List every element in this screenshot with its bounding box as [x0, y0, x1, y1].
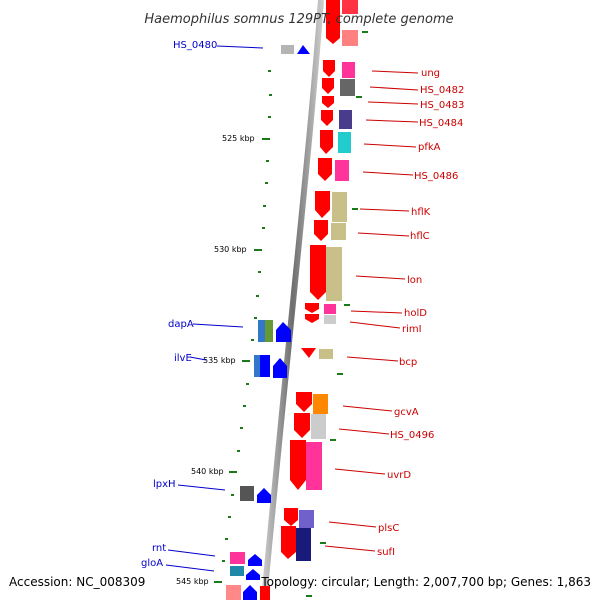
gene-arrow[interactable]	[320, 130, 333, 154]
gene-arrow[interactable]	[305, 314, 319, 323]
gene-feature[interactable]	[311, 414, 326, 439]
gene-feature[interactable]	[254, 355, 260, 377]
gene-feature[interactable]	[240, 486, 254, 501]
gene-label-ilvE[interactable]: ilvE	[174, 353, 192, 364]
gene-arrow[interactable]	[318, 158, 332, 181]
gene-feature[interactable]	[326, 247, 342, 301]
gene-label-HS_0482[interactable]: HS_0482	[420, 85, 464, 96]
gene-label-HS_0486[interactable]: HS_0486	[414, 171, 458, 182]
gene-arrow[interactable]	[314, 220, 328, 241]
gene-label-bcp[interactable]: bcp	[399, 357, 417, 368]
gene-arrow[interactable]	[281, 45, 294, 54]
gene-feature[interactable]	[260, 586, 270, 600]
gene-feature[interactable]	[258, 320, 265, 342]
gene-arrow[interactable]	[273, 358, 287, 378]
gene-arrow[interactable]	[321, 110, 333, 126]
gene-feature[interactable]	[331, 223, 346, 240]
gene-feature[interactable]	[260, 355, 270, 377]
gene-arrow[interactable]	[315, 191, 330, 218]
gene-arrow[interactable]	[248, 554, 262, 566]
accession-text: Accession: NC_008309	[9, 575, 145, 589]
genome-backbone	[261, 0, 324, 600]
gene-arrow[interactable]	[322, 96, 334, 108]
map-title: Haemophilus somnus 129PT, complete genom…	[144, 12, 453, 27]
gene-feature[interactable]	[226, 585, 241, 600]
gene-label-lon[interactable]: lon	[407, 275, 422, 286]
gene-label-gloA[interactable]: gloA	[141, 558, 163, 569]
gene-arrow[interactable]	[326, 16, 340, 44]
gene-feature[interactable]	[265, 320, 273, 342]
gene-feature[interactable]	[319, 349, 333, 359]
gene-arrow[interactable]	[290, 440, 306, 490]
gene-arrow[interactable]	[284, 508, 298, 526]
gene-arrow[interactable]	[297, 45, 310, 54]
gene-feature[interactable]	[332, 192, 347, 222]
gene-label-rimI[interactable]: rimI	[402, 324, 422, 335]
gene-feature[interactable]	[324, 304, 336, 314]
gene-feature[interactable]	[313, 394, 328, 414]
gene-arrow[interactable]	[322, 78, 334, 94]
gene-arrow[interactable]	[243, 585, 257, 600]
gene-label-hflK[interactable]: hflK	[411, 207, 431, 218]
ruler-ticks	[214, 31, 368, 597]
label-leaders-left	[165, 323, 244, 572]
gene-feature[interactable]	[306, 442, 322, 490]
ruler-label-525: 525 kbp	[222, 134, 255, 143]
gene-arrow[interactable]	[342, 30, 358, 46]
gene-arrow[interactable]	[326, 0, 340, 16]
ruler-label-530: 530 kbp	[214, 245, 247, 254]
ruler-label-540: 540 kbp	[191, 467, 224, 476]
gene-label-uvrD[interactable]: uvrD	[387, 470, 411, 481]
gene-arrow[interactable]	[294, 413, 310, 438]
gene-label-lpxH[interactable]: lpxH	[153, 479, 176, 490]
gene-label-holD[interactable]: holD	[404, 308, 427, 319]
gene-feature[interactable]	[335, 160, 349, 181]
ruler-label-545: 545 kbp	[176, 577, 209, 586]
label-leaders-right	[324, 70, 419, 552]
ruler-label-535: 535 kbp	[203, 356, 236, 365]
gene-label-HS_0496[interactable]: HS_0496	[390, 430, 434, 441]
gene-arrow[interactable]	[310, 245, 326, 300]
gene-label-HS_0484[interactable]: HS_0484	[419, 118, 463, 129]
gene-feature[interactable]	[342, 62, 355, 78]
gene-arrow[interactable]	[276, 322, 291, 342]
gene-arrow[interactable]	[342, 0, 358, 14]
gene-label-HS_0483[interactable]: HS_0483	[420, 100, 464, 111]
gene-feature[interactable]	[340, 79, 355, 96]
gene-feature[interactable]	[339, 110, 352, 129]
gene-label-HS_0480[interactable]: HS_0480	[173, 40, 217, 51]
gene-label-rnt[interactable]: rnt	[152, 543, 166, 554]
gene-feature[interactable]	[324, 315, 336, 324]
gene-arrow[interactable]	[305, 303, 319, 313]
gene-label-plsC[interactable]: plsC	[378, 523, 399, 534]
topology-summary: Topology: circular; Length: 2,007,700 bp…	[260, 575, 591, 589]
gene-feature[interactable]	[338, 132, 351, 153]
gene-arrow[interactable]	[323, 60, 335, 77]
gene-arrow[interactable]	[246, 569, 260, 580]
gene-arrow[interactable]	[257, 488, 271, 503]
gene-feature[interactable]	[296, 528, 311, 561]
gene-arrow[interactable]	[296, 392, 312, 412]
gene-feature[interactable]	[299, 510, 314, 528]
gene-arrow[interactable]	[281, 526, 296, 559]
gene-feature[interactable]	[230, 552, 245, 564]
gene-label-pfkA[interactable]: pfkA	[418, 142, 441, 153]
gene-label-dapA[interactable]: dapA	[168, 319, 194, 330]
gene-label-sufI[interactable]: sufI	[377, 547, 395, 558]
gene-label-hflC[interactable]: hflC	[410, 231, 430, 242]
gene-arrow[interactable]	[301, 348, 316, 358]
gene-feature[interactable]	[230, 566, 244, 576]
gene-label-ung[interactable]: ung	[421, 68, 440, 79]
gene-label-gcvA[interactable]: gcvA	[394, 407, 419, 418]
